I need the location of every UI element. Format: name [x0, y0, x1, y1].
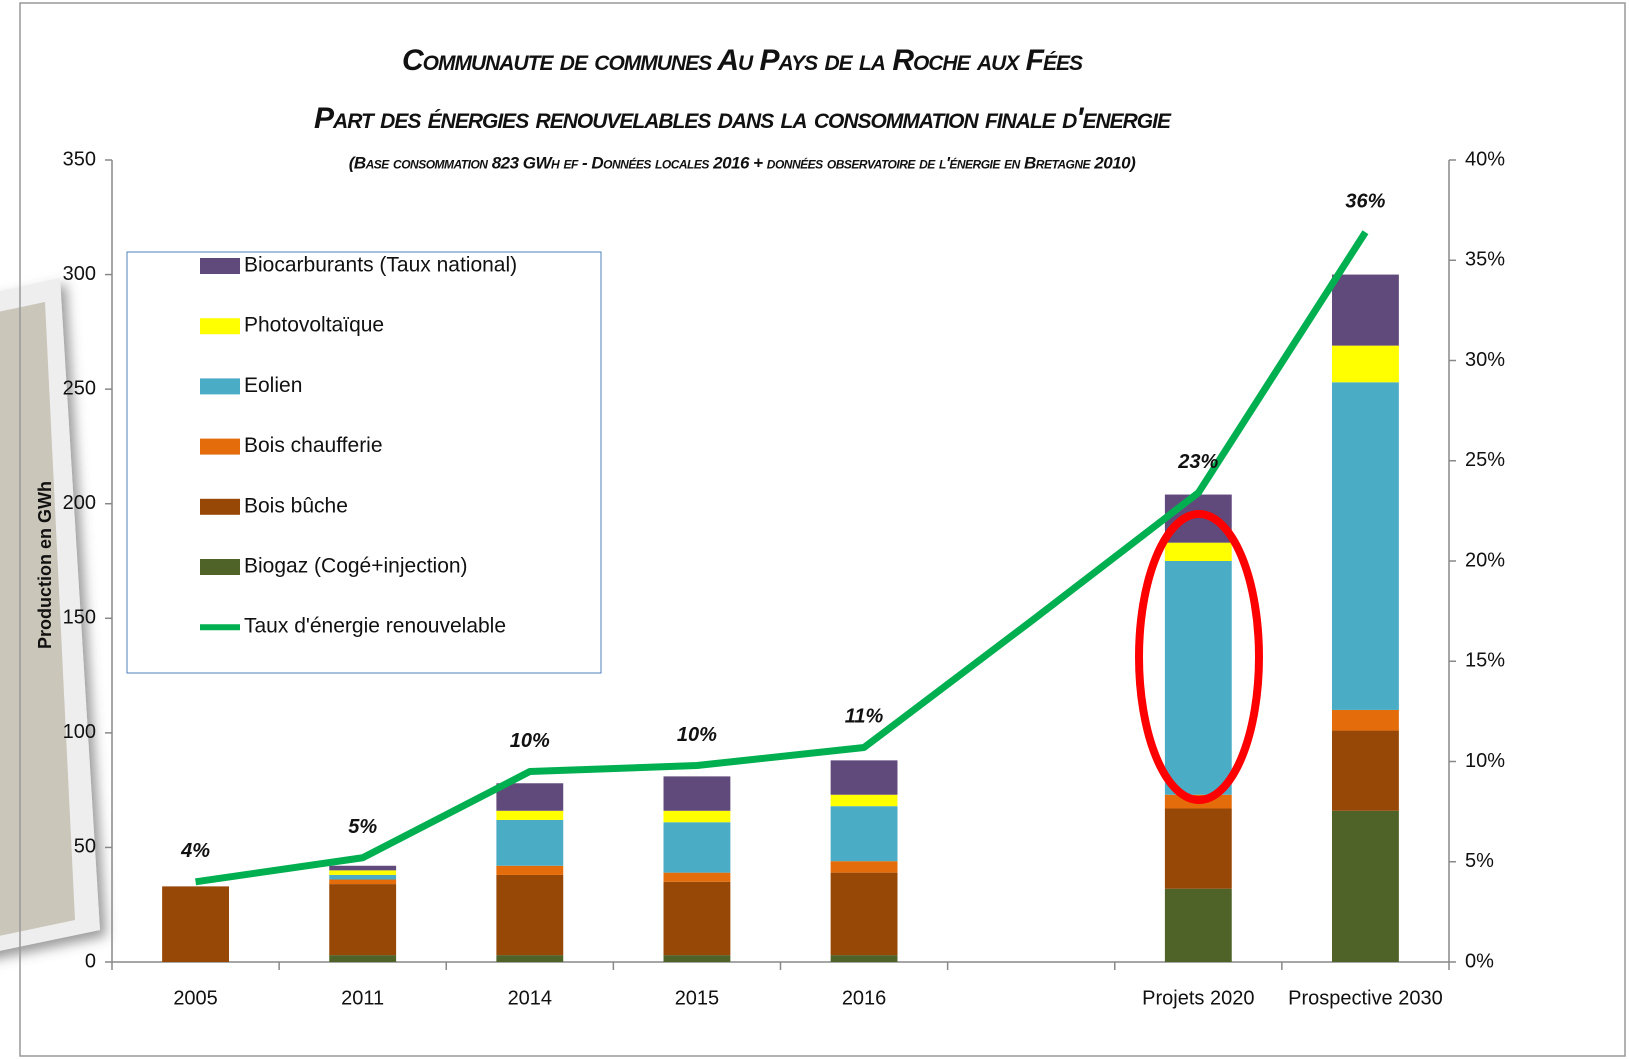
- legend-swatch: [200, 258, 240, 274]
- chart: Communaute de communes Au Pays de la Roc…: [0, 0, 1629, 1059]
- bar-segment: [496, 875, 563, 955]
- bar-segment: [1165, 808, 1232, 888]
- y2-tick-label: 20%: [1465, 549, 1505, 571]
- x-tick-label: 2016: [842, 987, 887, 1009]
- bar-segment: [664, 811, 731, 822]
- y-tick-label: 200: [63, 492, 96, 514]
- y2-tick-label: 10%: [1465, 750, 1505, 772]
- bar-segment: [329, 875, 396, 880]
- bar-segment: [664, 955, 731, 962]
- x-tick-label: Projets 2020: [1142, 987, 1254, 1009]
- legend-label: Eolien: [244, 374, 302, 397]
- y2-tick-label: 5%: [1465, 850, 1494, 872]
- chart-title: Communaute de communes Au Pays de la Roc…: [402, 44, 1083, 77]
- bar-segment: [831, 861, 898, 872]
- y-tick-label: 350: [63, 148, 96, 170]
- bar-segment: [496, 866, 563, 875]
- bar-segment: [329, 880, 396, 885]
- bar-segment: [329, 870, 396, 875]
- y2-tick-label: 35%: [1465, 249, 1505, 271]
- legend-label: Taux d'énergie renouvelable: [244, 615, 506, 638]
- value-label: 4%: [180, 840, 210, 862]
- bar-segment: [831, 760, 898, 794]
- bar-segment: [1332, 710, 1399, 731]
- bar-segment: [1332, 275, 1399, 346]
- y-tick-label: 50: [74, 836, 96, 858]
- legend-swatch: [200, 559, 240, 575]
- bar-segment: [1332, 811, 1399, 962]
- bar-segment: [664, 873, 731, 882]
- bar-segment: [1165, 543, 1232, 561]
- bar-segment: [1165, 495, 1232, 543]
- legend-swatch: [200, 439, 240, 455]
- bar-segment: [329, 955, 396, 962]
- legend-swatch: [200, 318, 240, 334]
- value-label: 10%: [677, 724, 717, 746]
- value-label: 10%: [510, 730, 550, 752]
- chart-subtitle: Part des énergies renouvelables dans la …: [314, 102, 1172, 135]
- bar-segment: [1165, 889, 1232, 962]
- bar-segment: [664, 822, 731, 872]
- bar-segment: [1332, 731, 1399, 811]
- chart-note: (Base consommation 823 GWh ef - Données …: [349, 153, 1136, 172]
- y2-tick-label: 15%: [1465, 650, 1505, 672]
- bar-segment: [1332, 382, 1399, 710]
- legend-label: Biogaz (Cogé+injection): [244, 555, 468, 578]
- legend-label: Biocarburants (Taux national): [244, 254, 517, 277]
- bar-segment: [329, 866, 396, 871]
- bar-segment: [831, 873, 898, 955]
- value-label: 36%: [1345, 190, 1385, 212]
- x-tick-label: Prospective 2030: [1288, 987, 1443, 1009]
- value-label: 11%: [845, 706, 884, 728]
- bar-segment: [1332, 346, 1399, 383]
- y-tick-label: 0: [85, 950, 96, 972]
- y-tick-label: 100: [63, 721, 96, 743]
- bar-segment: [496, 955, 563, 962]
- bar-segment: [496, 811, 563, 820]
- value-label: 23%: [1177, 451, 1218, 473]
- legend-label: Photovoltaïque: [244, 314, 384, 337]
- bar-segment: [329, 884, 396, 955]
- x-tick-label: 2011: [341, 987, 384, 1009]
- bar-segment: [664, 882, 731, 955]
- y2-tick-label: 30%: [1465, 349, 1505, 371]
- bar-segment: [831, 955, 898, 962]
- bar-segment: [162, 886, 229, 962]
- y-axis-label: Production en GWh: [35, 481, 55, 649]
- bar-segment: [496, 820, 563, 866]
- y-tick-label: 150: [63, 607, 96, 629]
- legend-label: Bois chaufferie: [244, 434, 383, 457]
- bar-segment: [664, 776, 731, 810]
- x-tick-label: 2015: [675, 987, 720, 1009]
- bar-segment: [831, 806, 898, 861]
- y2-tick-label: 40%: [1465, 148, 1505, 170]
- legend-label: Bois bûche: [244, 494, 348, 517]
- value-label: 5%: [348, 816, 377, 838]
- legend-swatch: [200, 499, 240, 515]
- x-tick-label: 2005: [173, 987, 218, 1009]
- legend-swatch: [200, 378, 240, 394]
- y-tick-label: 250: [63, 377, 96, 399]
- x-tick-label: 2014: [508, 987, 553, 1009]
- bar-segment: [831, 795, 898, 806]
- y2-tick-label: 25%: [1465, 449, 1505, 471]
- bar-segment: [1165, 561, 1232, 795]
- y2-tick-label: 0%: [1465, 950, 1494, 972]
- y-tick-label: 300: [63, 263, 96, 285]
